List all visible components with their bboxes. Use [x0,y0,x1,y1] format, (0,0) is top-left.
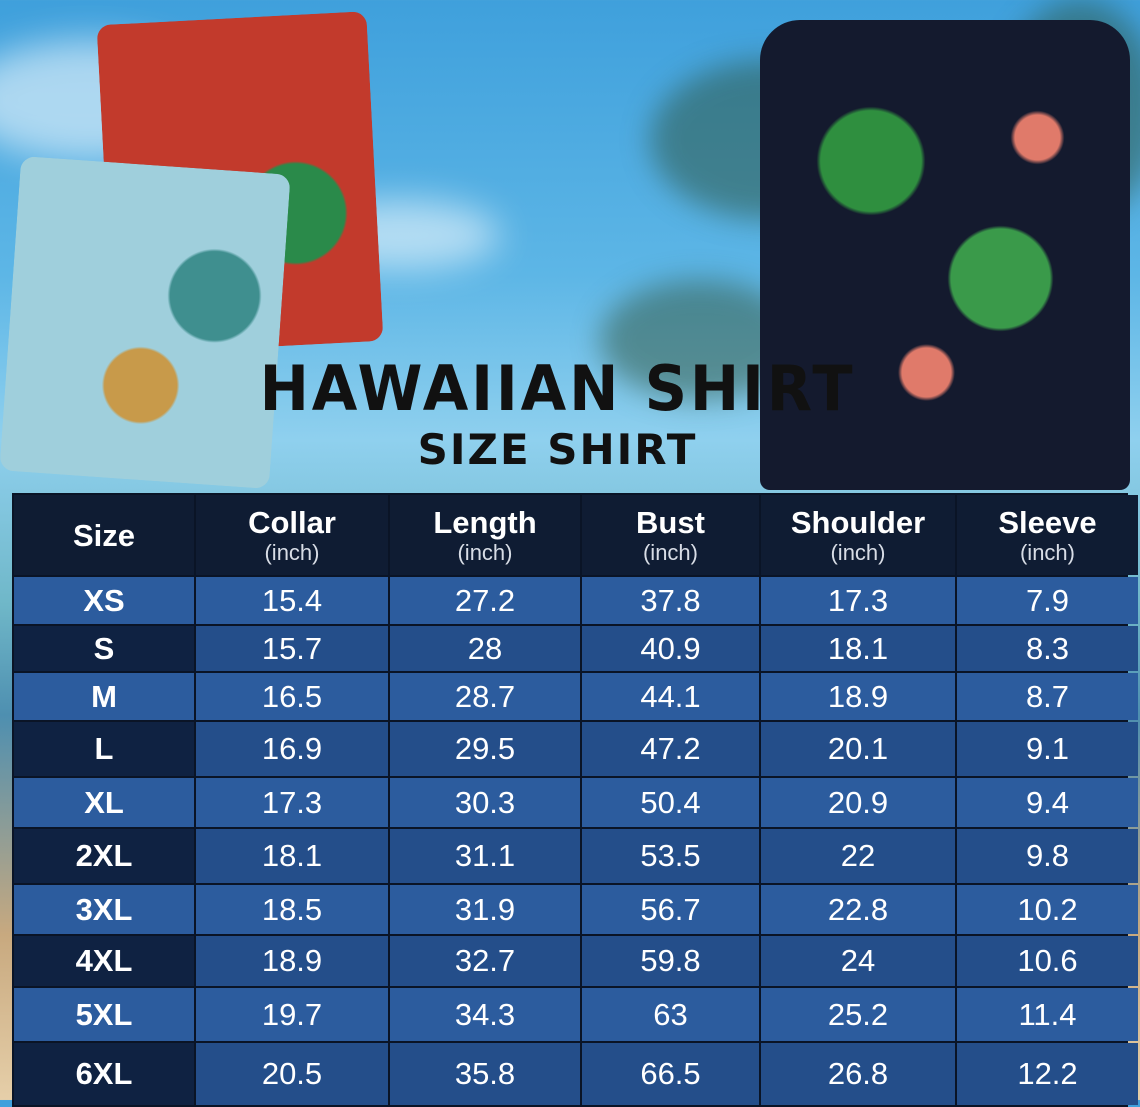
header-label: Length [433,504,537,540]
measurement-cell: 56.7 [582,885,759,934]
model-shirt-image [760,20,1130,490]
measurement-cell: 31.1 [390,829,580,883]
measurement-cell: 44.1 [582,673,759,720]
header-unit: (inch) [642,539,698,565]
measurement-cell: 35.8 [390,1043,580,1105]
measurement-cell: 10.6 [957,936,1138,986]
header-cell-shoulder: Shoulder (inch) [761,495,955,575]
measurement-cell: 12.2 [957,1043,1138,1105]
measurement-cell: 24 [761,936,955,986]
page-subtitle: SIZE SHIRT [417,425,698,474]
measurement-cell: 20.1 [761,722,955,776]
size-label-cell: 2XL [14,829,194,883]
header-label: Sleeve [998,504,1097,540]
header-cell-sleeve: Sleeve (inch) [957,495,1138,575]
size-label-cell: 5XL [14,988,194,1041]
header-unit: (inch) [457,539,513,565]
measurement-cell: 22.8 [761,885,955,934]
measurement-cell: 34.3 [390,988,580,1041]
size-label-cell: XS [14,577,194,624]
measurement-cell: 27.2 [390,577,580,624]
measurement-cell: 31.9 [390,885,580,934]
size-chart-table: Size Collar (inch) Length (inch) Bust (inch) Sh… [12,493,1138,1107]
measurement-cell: 15.4 [196,577,388,624]
measurement-cell: 20.9 [761,778,955,827]
measurement-cell: 9.8 [957,829,1138,883]
measurement-cell: 63 [582,988,759,1041]
header-cell-collar: Collar (inch) [196,495,388,575]
header-unit: (inch) [264,539,320,565]
measurement-cell: 26.8 [761,1043,955,1105]
header-unit: (inch) [1019,539,1075,565]
measurement-cell: 17.3 [196,778,388,827]
measurement-cell: 9.1 [957,722,1138,776]
measurement-cell: 30.3 [390,778,580,827]
measurement-cell: 18.1 [196,829,388,883]
measurement-cell: 25.2 [761,988,955,1041]
size-label-cell: 6XL [14,1043,194,1105]
measurement-cell: 18.9 [761,673,955,720]
header-label: Bust [636,504,705,540]
measurement-cell: 7.9 [957,577,1138,624]
header-label: Collar [248,504,336,540]
measurement-cell: 53.5 [582,829,759,883]
measurement-cell: 29.5 [390,722,580,776]
measurement-cell: 19.7 [196,988,388,1041]
size-label-cell: 4XL [14,936,194,986]
header-cell-bust: Bust (inch) [582,495,759,575]
header-label: Shoulder [790,504,926,540]
header-label: Size [72,517,136,553]
measurement-cell: 20.5 [196,1043,388,1105]
size-label-cell: L [14,722,194,776]
size-label-cell: XL [14,778,194,827]
measurement-cell: 28.7 [390,673,580,720]
measurement-cell: 47.2 [582,722,759,776]
header-cell-length: Length (inch) [390,495,580,575]
measurement-cell: 22 [761,829,955,883]
measurement-cell: 17.3 [761,577,955,624]
header-unit: (inch) [830,539,886,565]
measurement-cell: 32.7 [390,936,580,986]
measurement-cell: 50.4 [582,778,759,827]
measurement-cell: 9.4 [957,778,1138,827]
measurement-cell: 8.7 [957,673,1138,720]
measurement-cell: 16.5 [196,673,388,720]
measurement-cell: 18.5 [196,885,388,934]
measurement-cell: 66.5 [582,1043,759,1105]
measurement-cell: 16.9 [196,722,388,776]
measurement-cell: 40.9 [582,626,759,671]
header-cell-size: Size [14,495,194,575]
measurement-cell: 11.4 [957,988,1138,1041]
measurement-cell: 28 [390,626,580,671]
size-label-cell: 3XL [14,885,194,934]
size-label-cell: S [14,626,194,671]
page-title: HAWAIIAN SHIRT [259,352,856,425]
measurement-cell: 37.8 [582,577,759,624]
measurement-cell: 59.8 [582,936,759,986]
measurement-cell: 8.3 [957,626,1138,671]
measurement-cell: 15.7 [196,626,388,671]
size-label-cell: M [14,673,194,720]
measurement-cell: 18.9 [196,936,388,986]
measurement-cell: 18.1 [761,626,955,671]
measurement-cell: 10.2 [957,885,1138,934]
